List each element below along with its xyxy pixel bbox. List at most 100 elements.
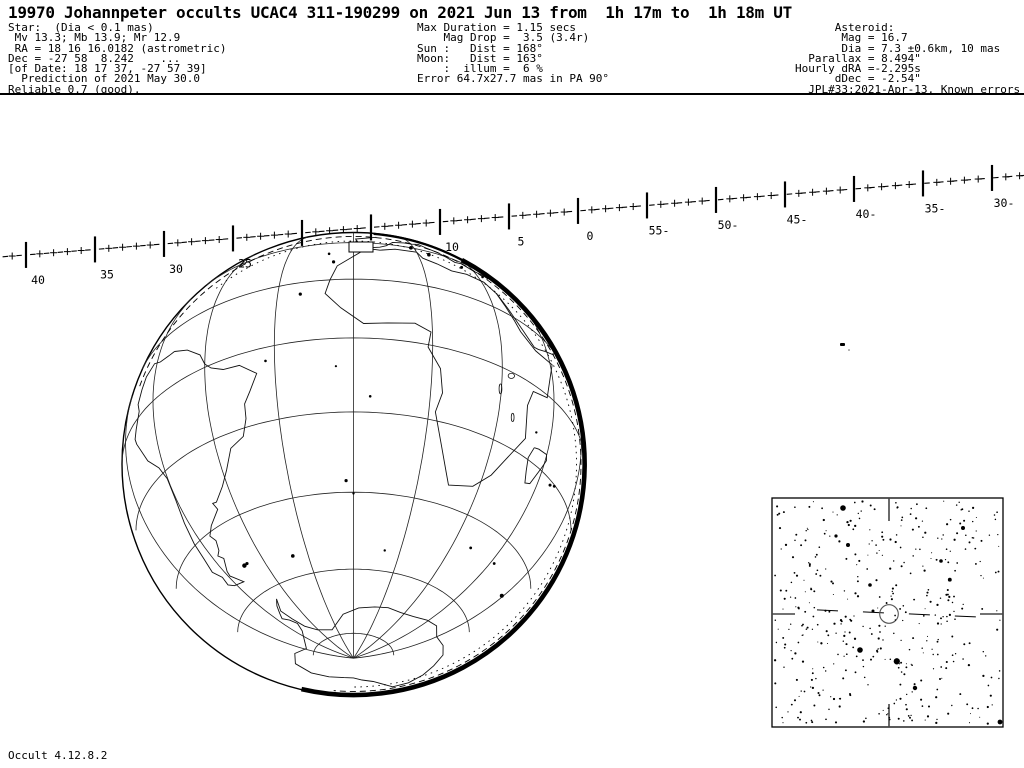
meridian-line [353, 236, 434, 659]
star-dot [954, 569, 956, 572]
star-dot [862, 720, 866, 723]
star-dot [998, 670, 1001, 672]
star-dot [913, 598, 916, 601]
star-dot [838, 540, 841, 543]
star-dot [866, 568, 869, 570]
star-dot [927, 705, 931, 708]
star-dot [812, 615, 815, 618]
star-dot [893, 702, 896, 705]
star-dot [783, 646, 786, 649]
star-dot [911, 528, 914, 531]
star-dot [965, 534, 967, 536]
star-dot [891, 587, 894, 590]
star-dot [849, 519, 852, 522]
star-dot [820, 642, 823, 645]
star-dot [926, 715, 930, 718]
path-tick-label: 25 [238, 256, 252, 270]
star-dot [800, 690, 802, 692]
star-dot [808, 564, 811, 567]
star-dot [990, 676, 993, 679]
star-dot [774, 619, 777, 621]
meridian-line [353, 254, 503, 659]
island-dot [245, 561, 249, 566]
star-dot [783, 597, 786, 600]
star-dot [900, 671, 903, 673]
star-dot [889, 658, 892, 661]
detail-region-box [348, 241, 374, 253]
star-dot [926, 640, 928, 642]
path-limit-dotted-ring [215, 240, 577, 688]
star-dot [782, 722, 784, 724]
star-dot [865, 717, 867, 720]
star-dot [774, 682, 777, 685]
star-dot [828, 708, 830, 711]
star-dot [954, 653, 957, 655]
star-dot [980, 539, 983, 542]
path-tick-label: 35 [100, 267, 114, 281]
star-dot [813, 704, 816, 707]
island-dot [548, 483, 552, 487]
path-tick-label: 35- [925, 201, 946, 215]
star-dot [847, 598, 849, 600]
star-dot [782, 608, 784, 610]
star-dot [829, 535, 831, 537]
star-dot [943, 500, 945, 502]
star-dot [887, 713, 889, 715]
island-dot [499, 593, 504, 598]
star-dot [946, 523, 949, 526]
star-dot [817, 641, 819, 643]
star-dot [912, 555, 914, 557]
star-dot [897, 666, 900, 669]
star-dot [961, 607, 964, 610]
star-dot [794, 652, 797, 655]
star-dot [863, 676, 866, 679]
star-dot [790, 703, 793, 706]
star-dot [784, 543, 788, 547]
star-dot [815, 573, 818, 575]
star-dot [895, 699, 898, 701]
star-dot [921, 520, 924, 522]
star-dot [935, 558, 938, 561]
island-dot [334, 365, 338, 368]
star-dot [911, 664, 913, 667]
star-dot [951, 704, 953, 707]
bright-star-dot [912, 685, 918, 691]
star-dot [780, 548, 782, 550]
night-limb-arc [300, 257, 587, 698]
star-dot [920, 698, 923, 701]
event-details: Max Duration = 1.15 secs Mag Drop = 3.5 … [417, 21, 610, 86]
star-dot [900, 639, 902, 642]
star-dot [825, 530, 827, 532]
star-dot [810, 678, 813, 681]
star-dot [986, 705, 989, 709]
star-dot [799, 718, 801, 721]
star-dot [777, 628, 779, 630]
star-dot [942, 534, 944, 536]
island-dot [264, 359, 267, 363]
star-dot [993, 514, 996, 516]
star-dot [900, 525, 902, 527]
star-dot [832, 582, 834, 585]
star-dot [814, 556, 817, 558]
star-dot [801, 624, 803, 627]
star-dot [930, 557, 932, 560]
star-dot [907, 715, 910, 717]
star-dot [899, 546, 902, 549]
star-dot [844, 669, 847, 672]
star-dot [936, 622, 940, 625]
star-dot [815, 553, 818, 556]
star-dot [999, 619, 1001, 621]
star-dot [936, 603, 939, 607]
star-dot [784, 643, 787, 646]
star-dot [953, 538, 956, 541]
star-dot [798, 695, 800, 697]
star-dot [921, 705, 924, 707]
star-dot [775, 641, 778, 644]
star-dot [903, 673, 906, 676]
asteroid-trail-dashes [795, 608, 980, 618]
star-dot [788, 628, 790, 631]
star-dot [888, 718, 891, 721]
star-dot [917, 525, 920, 528]
target-star-circle [879, 604, 899, 624]
